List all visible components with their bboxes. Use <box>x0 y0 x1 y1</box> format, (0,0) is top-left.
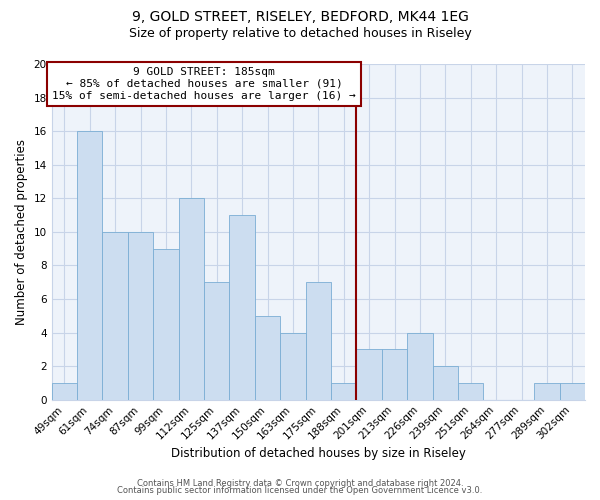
Text: 9 GOLD STREET: 185sqm
← 85% of detached houses are smaller (91)
15% of semi-deta: 9 GOLD STREET: 185sqm ← 85% of detached … <box>52 68 356 100</box>
Bar <box>433 366 458 400</box>
Bar <box>305 282 331 400</box>
Bar <box>560 383 585 400</box>
Bar <box>407 332 433 400</box>
Bar <box>255 316 280 400</box>
Text: Contains HM Land Registry data © Crown copyright and database right 2024.: Contains HM Land Registry data © Crown c… <box>137 478 463 488</box>
Bar <box>128 232 153 400</box>
Bar <box>179 198 204 400</box>
Text: 9, GOLD STREET, RISELEY, BEDFORD, MK44 1EG: 9, GOLD STREET, RISELEY, BEDFORD, MK44 1… <box>131 10 469 24</box>
Text: Contains public sector information licensed under the Open Government Licence v3: Contains public sector information licen… <box>118 486 482 495</box>
Bar <box>77 131 103 400</box>
Bar <box>103 232 128 400</box>
Bar <box>356 350 382 400</box>
Bar <box>534 383 560 400</box>
Bar <box>204 282 229 400</box>
Bar <box>52 383 77 400</box>
Bar <box>280 332 305 400</box>
X-axis label: Distribution of detached houses by size in Riseley: Distribution of detached houses by size … <box>171 447 466 460</box>
Bar <box>153 248 179 400</box>
Bar <box>331 383 356 400</box>
Bar <box>229 215 255 400</box>
Text: Size of property relative to detached houses in Riseley: Size of property relative to detached ho… <box>128 28 472 40</box>
Y-axis label: Number of detached properties: Number of detached properties <box>15 139 28 325</box>
Bar <box>382 350 407 400</box>
Bar <box>458 383 484 400</box>
